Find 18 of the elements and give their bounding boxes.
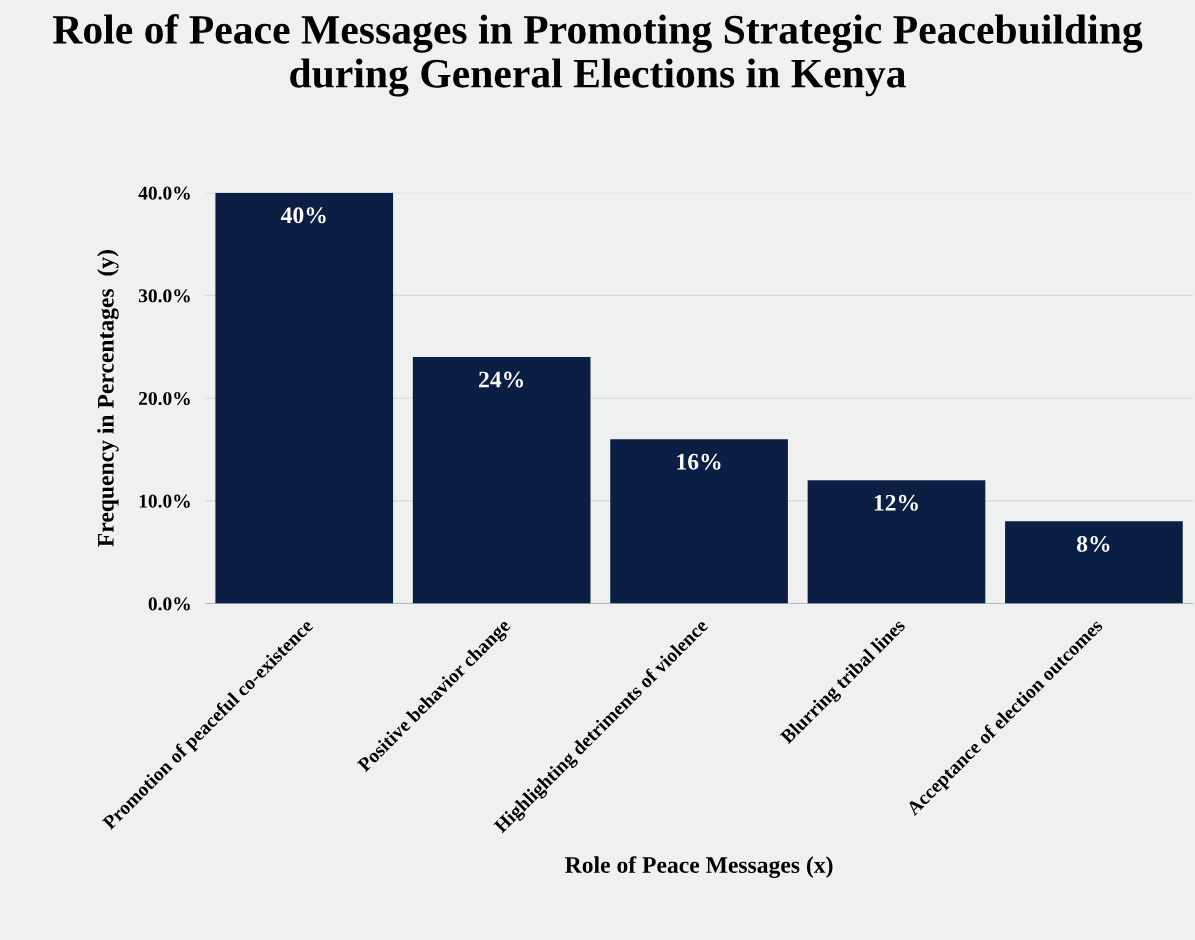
y-axis-title: Frequency in Percentages (y) [97,250,119,547]
data-label: 12% [874,494,918,511]
bar [215,192,394,604]
data-label: 8% [1076,535,1110,552]
data-label: 40% [280,207,326,224]
bar [412,357,591,604]
y-tick-label: 10.0% [139,494,190,508]
bar [807,480,986,604]
data-label: 24% [479,371,524,388]
y-tick-label: 20.0% [139,391,190,406]
y-tick-label: 40.0% [138,186,190,200]
y-tick-label: 0.0% [148,597,190,611]
data-label: 16% [677,453,721,470]
bar [1005,521,1183,604]
y-tick-label: 30.0% [138,289,190,303]
bar [610,439,788,604]
chart-title: Role of Peace Messages in Promoting Strategic Peacebuilding during General Elections in Kenya [52,14,1143,97]
x-axis-title: Role of Peace Messages (x) [565,856,833,878]
